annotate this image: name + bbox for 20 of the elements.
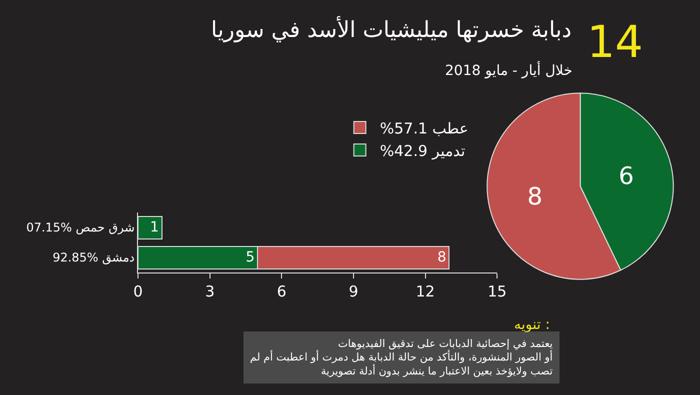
x-tick-label: 0 [133,282,143,300]
data-label: 8 [437,250,446,266]
x-tick-label: 6 [276,282,286,300]
chart-subtitle: خلال أيار - مايو 2018 [445,61,572,79]
data-label: 6 [618,162,634,190]
data-label: 8 [527,182,543,211]
y-tick-label: 92.85% دمشق [52,250,135,265]
legend-label: عطب 57.1% [380,119,468,138]
x-tick-label: 3 [205,282,215,300]
chart-title: دبابة خسرتها ميليشيات الأسد في سوريا [211,16,572,43]
x-tick-label: 12 [416,282,435,300]
legend-label: تدمير 42.9% [380,142,466,160]
text: يعتمد في إحصائية الدبابات على تدقيق الفيديوهات أو الصور المنشورة، والتأكد من حالة الدبابة هل دمرت أو اعطبت أم لم تصب ولايؤخذ بعين الاعتبار ما ينشر بدون أدلة تصويرية [250,338,553,378]
data-label: 1 [150,220,159,236]
x-tick-label: 15 [488,282,507,300]
text: تنويه : [514,317,550,333]
data-label: 5 [246,250,255,266]
y-tick-label: 07.15% شرق حمص [26,220,135,235]
x-tick-label: 9 [348,282,358,300]
text: 14 [587,17,643,68]
